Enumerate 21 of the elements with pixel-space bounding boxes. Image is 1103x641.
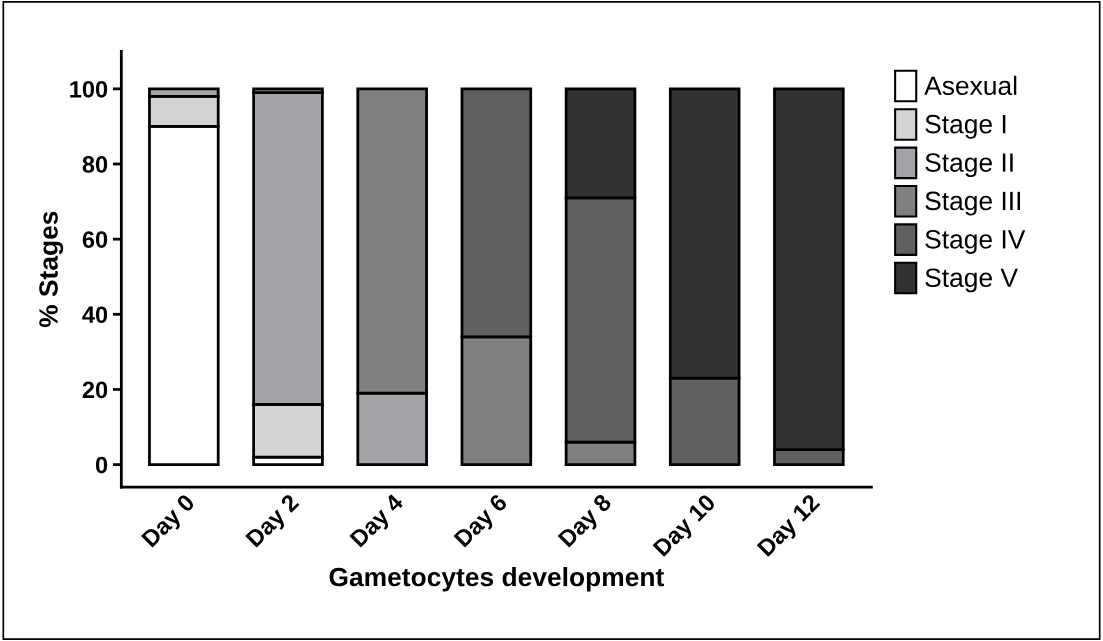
y-axis-title: % Stages xyxy=(39,211,64,328)
y-tick-label: 80 xyxy=(82,156,108,173)
legend-label: Stage II xyxy=(925,153,1013,178)
x-tick-label: Day 12 xyxy=(756,493,824,561)
x-axis-title: Gametocytes development xyxy=(329,566,664,592)
x-tick-label: Day 2 xyxy=(245,493,303,552)
legend-label: Stage IV xyxy=(925,229,1026,254)
y-tick-label: 0 xyxy=(95,456,108,474)
x-tick-label: Day 4 xyxy=(349,492,408,552)
legend-label: Stage III xyxy=(925,191,1020,216)
x-tick-label: Day 6 xyxy=(453,493,512,552)
legend-label: Stage I xyxy=(925,114,1006,139)
legend-label: Stage V xyxy=(925,268,1018,293)
y-tick-label: 100 xyxy=(70,80,108,98)
x-tick-label: Day 0 xyxy=(140,493,199,552)
legend-label: Asexual xyxy=(924,75,1017,96)
x-tick-label: Day 10 xyxy=(652,493,720,561)
x-tick-label: Day 8 xyxy=(557,492,616,552)
y-tick-label: 20 xyxy=(82,381,108,399)
y-tick-label: 60 xyxy=(82,231,108,248)
y-tick-label: 40 xyxy=(82,306,108,324)
